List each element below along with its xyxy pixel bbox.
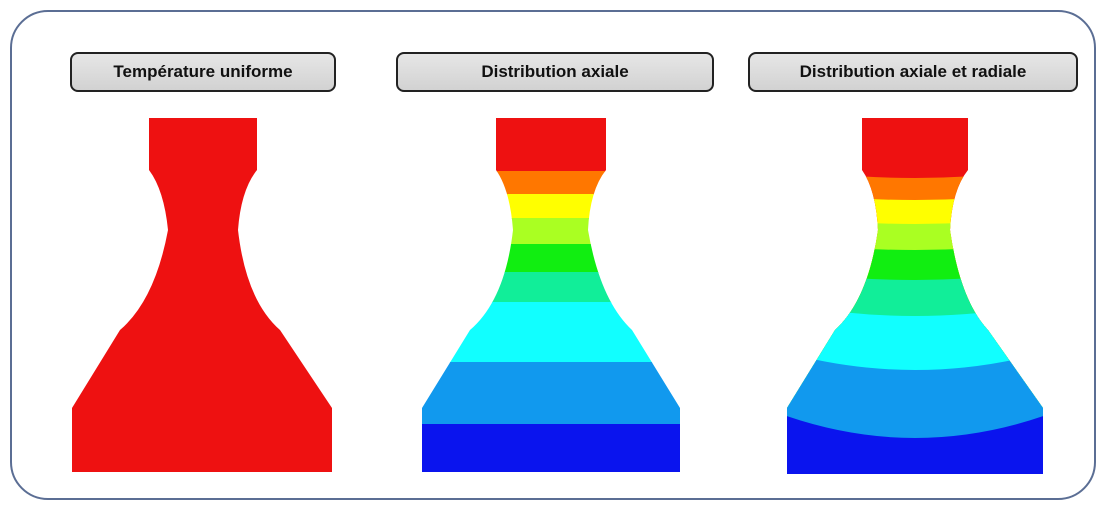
label-distribution-axiale: Distribution axiale	[396, 52, 714, 92]
axial-band-8	[422, 362, 680, 425]
shape-uniform-temperature	[72, 118, 332, 472]
axial-band-9	[422, 424, 680, 472]
axial-band-3	[422, 194, 680, 219]
shape-axial-distribution	[422, 118, 680, 472]
radial-band-9	[787, 410, 1043, 474]
shape-axial-radial-distribution	[787, 118, 1043, 474]
label-text: Distribution axiale	[481, 62, 629, 81]
label-temperature-uniforme: Température uniforme	[70, 52, 336, 92]
axial-band-4	[422, 218, 680, 245]
axial-band-7	[422, 302, 680, 363]
axial-band-1	[422, 118, 680, 172]
label-text: Distribution axiale et radiale	[799, 62, 1027, 81]
axial-band-2	[422, 171, 680, 195]
label-text: Température uniforme	[113, 62, 293, 81]
label-distribution-axiale-radiale: Distribution axiale et radiale	[748, 52, 1078, 92]
axial-band-6	[422, 272, 680, 303]
axial-band-5	[422, 244, 680, 273]
